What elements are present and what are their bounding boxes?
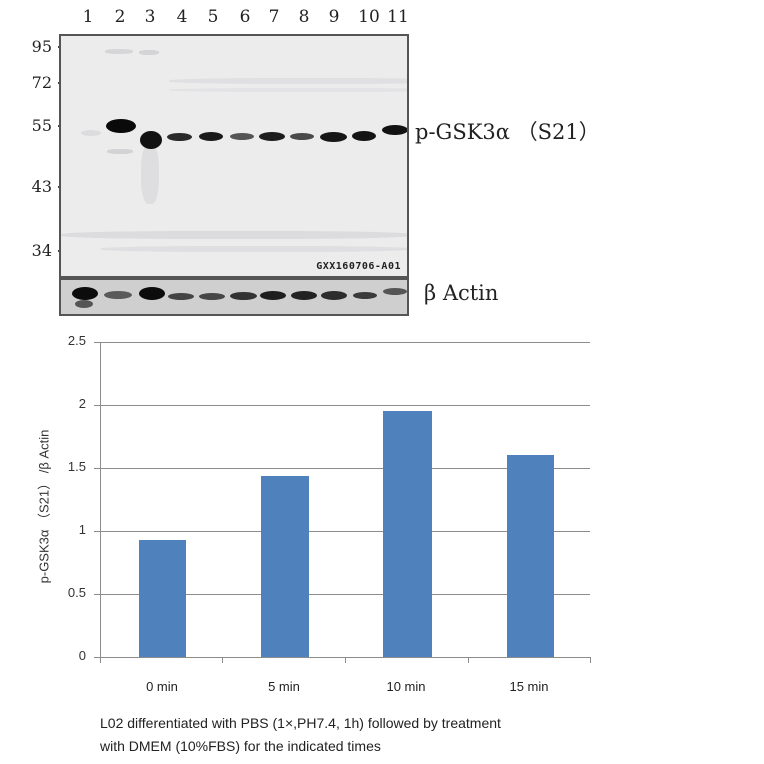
mw-marker-label: 55: [31, 116, 52, 135]
lane-number: 1: [82, 7, 94, 27]
band-lane-7: [259, 132, 285, 141]
lane-number: 9: [328, 7, 340, 27]
mw-marker-label: 34: [31, 241, 52, 260]
y-tick-label: 2: [78, 396, 86, 411]
band-lane-2: [106, 119, 136, 133]
lane-number: 3: [144, 7, 156, 27]
band-lane-6: [230, 133, 254, 140]
x-tick-label: 10 min: [386, 679, 426, 694]
blot-membrane-target: GXX160706-A01: [59, 34, 409, 278]
band-lane-10: [352, 131, 376, 141]
bar-10-min: [383, 411, 432, 657]
band-lane-4: [167, 133, 192, 141]
blot-membrane-actin: [59, 278, 409, 316]
mw-marker-label: 72: [31, 73, 52, 92]
y-tick-label: 1.5: [67, 459, 86, 474]
figure-caption-line-2: with DMEM (10%FBS) for the indicated tim…: [100, 738, 381, 754]
lane-number: 4: [176, 7, 188, 27]
target-protein-label: p-GSK3α （S21）: [415, 120, 600, 144]
x-tick-label: 5 min: [268, 679, 300, 694]
band-lane-11: [382, 125, 407, 135]
mw-marker-label: 95: [31, 37, 52, 56]
gridline: [100, 342, 590, 343]
lane-number: 7: [268, 7, 280, 27]
y-tick-label: 0.5: [67, 585, 86, 600]
x-tick-label: 15 min: [509, 679, 549, 694]
blot-id-label: GXX160706-A01: [316, 261, 401, 272]
lane-number: 8: [298, 7, 310, 27]
lane-number: 6: [239, 7, 251, 27]
y-axis-title: p-GSK3α （S21） /β Actin: [36, 429, 52, 584]
loading-control-label: β Actin: [424, 281, 499, 305]
lane-number: 2: [114, 7, 126, 27]
band-lane-5: [199, 132, 223, 141]
bar-5-min: [261, 476, 309, 657]
bar-0-min: [139, 540, 186, 657]
y-tick-label: 1: [78, 522, 86, 537]
band-lane-9: [320, 132, 347, 142]
band-lane-1: [81, 130, 101, 136]
band-lane-8: [290, 133, 314, 140]
lane-number: 11: [387, 7, 409, 27]
lane-number: 5: [207, 7, 219, 27]
x-tick-label: 0 min: [146, 679, 178, 694]
lane-number: 10: [358, 7, 380, 27]
bar-15-min: [507, 455, 554, 657]
gridline: [100, 405, 590, 406]
y-axis-line: [100, 342, 101, 663]
figure-caption-line-1: L02 differentiated with PBS (1×,PH7.4, 1…: [100, 715, 501, 731]
gridline: [100, 468, 590, 469]
gridline: [100, 594, 590, 595]
mw-marker-label: 43: [31, 177, 52, 196]
gridline: [100, 531, 590, 532]
band-lane-3: [140, 131, 162, 149]
y-tick-label: 0: [78, 648, 86, 663]
y-tick-label: 2.5: [67, 333, 86, 348]
